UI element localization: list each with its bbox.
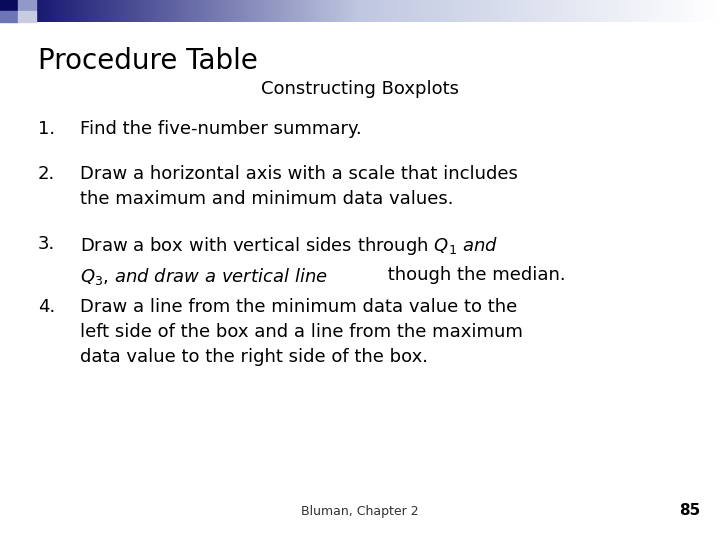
Bar xyxy=(0,11,18,22)
Text: Find the five-number summary.: Find the five-number summary. xyxy=(80,120,361,138)
Text: 4.: 4. xyxy=(38,298,55,316)
Bar xyxy=(18,0,36,11)
Bar xyxy=(18,11,36,22)
Text: 85: 85 xyxy=(679,503,700,518)
Text: Bluman, Chapter 2: Bluman, Chapter 2 xyxy=(301,505,419,518)
Text: Draw a box with vertical sides through $\mathit{Q}_1$ $\mathit{and}$: Draw a box with vertical sides through $… xyxy=(80,235,498,257)
Text: though the median.: though the median. xyxy=(382,266,566,284)
Text: Constructing Boxplots: Constructing Boxplots xyxy=(261,80,459,98)
Text: 1.: 1. xyxy=(38,120,55,138)
Text: 2.: 2. xyxy=(38,165,55,183)
Text: $\mathit{Q_3}$, $\mathit{and\ draw\ a\ vertical\ line}$: $\mathit{Q_3}$, $\mathit{and\ draw\ a\ v… xyxy=(80,266,328,287)
Text: 3.: 3. xyxy=(38,235,55,253)
Text: Draw a line from the minimum data value to the
left side of the box and a line f: Draw a line from the minimum data value … xyxy=(80,298,523,366)
Text: Procedure Table: Procedure Table xyxy=(38,47,258,75)
Text: Draw a horizontal axis with a scale that includes
the maximum and minimum data v: Draw a horizontal axis with a scale that… xyxy=(80,165,518,208)
Bar xyxy=(0,0,18,11)
